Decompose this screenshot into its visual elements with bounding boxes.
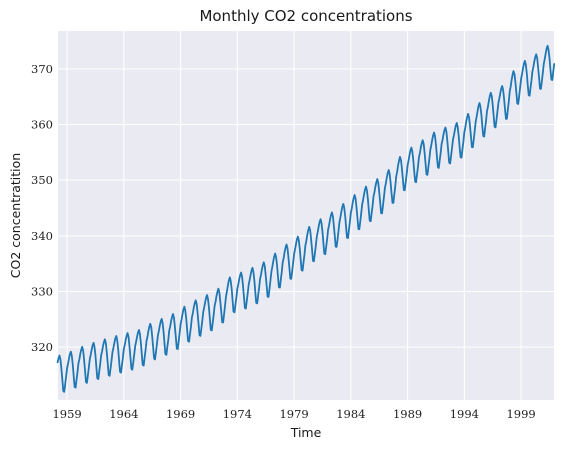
y-gridlines [58, 68, 554, 348]
x-tick-label: 1969 [166, 407, 195, 421]
x-tick-label: 1994 [450, 407, 479, 421]
y-tick-label: 340 [31, 229, 53, 243]
x-tick-label: 1999 [506, 407, 535, 421]
x-tick-label: 1984 [336, 407, 365, 421]
co2-series-line [56, 44, 556, 393]
y-axis-label: CO2 concentratition [8, 153, 23, 278]
y-tick-label: 320 [31, 340, 53, 354]
y-tick-labels: 320 330 340 350 360 370 [31, 62, 53, 354]
y-tick-label: 330 [31, 284, 53, 298]
x-tick-label: 1974 [223, 407, 252, 421]
y-tick-label: 350 [31, 173, 53, 187]
x-tick-label: 1979 [279, 407, 308, 421]
x-tick-label: 1959 [52, 407, 81, 421]
y-tick-label: 370 [31, 62, 53, 76]
y-tick-label: 360 [31, 118, 53, 132]
x-tick-labels: 1959 1964 1969 1974 1979 1984 1989 1994 1999 [52, 407, 535, 421]
chart-title: Monthly CO2 concentrations [199, 7, 412, 25]
x-axis-label: Time [290, 425, 322, 440]
x-tick-label: 1989 [393, 407, 422, 421]
plot-area [58, 31, 554, 400]
x-tick-label: 1964 [109, 407, 138, 421]
